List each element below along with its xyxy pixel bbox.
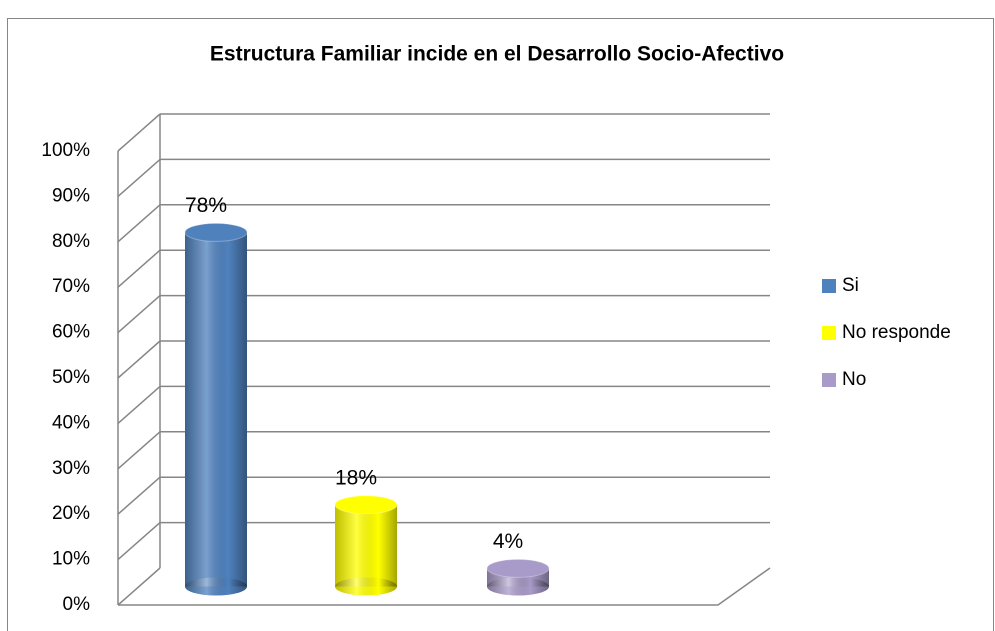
floor-edge (118, 567, 771, 606)
y-tick-label: 30% (52, 458, 90, 479)
bar-shade (487, 577, 549, 596)
grid-line (117, 476, 161, 515)
grid-line (117, 567, 161, 606)
bar-top (486, 558, 550, 578)
data-label: 18% (335, 466, 377, 489)
chart-title: Estructura Familiar incide en el Desarro… (210, 43, 784, 66)
y-tick-label: 60% (52, 322, 90, 343)
y-tick-label: 50% (52, 367, 90, 388)
y-tick-label: 80% (52, 231, 90, 252)
y-tick-label: 70% (52, 276, 90, 297)
grid-line (117, 158, 161, 197)
y-tick-label: 10% (52, 549, 90, 570)
y-tick-label: 0% (63, 594, 91, 615)
legend-label: No (842, 369, 866, 390)
grid-line (117, 340, 161, 379)
legend-swatch (822, 326, 836, 340)
y-tick-label: 90% (52, 185, 90, 206)
legend-label: Si (842, 275, 859, 296)
bar-top (184, 222, 248, 242)
y-tick-label: 100% (41, 140, 90, 161)
bar-top (334, 495, 398, 515)
grid-line (117, 522, 161, 561)
bar-shade (335, 577, 397, 596)
grid-line (117, 113, 161, 152)
grid-line (117, 249, 161, 288)
chart-frame (7, 18, 994, 631)
bar-shade (185, 232, 247, 587)
legend-label: No responde (842, 322, 951, 343)
y-tick-label: 40% (52, 412, 90, 433)
legend-swatch (822, 373, 836, 387)
grid-line (117, 385, 161, 424)
grid-line (117, 295, 161, 334)
bar-shade (335, 504, 397, 587)
grid-line (117, 431, 161, 470)
legend-swatch (822, 279, 836, 293)
bar-shade (185, 577, 247, 596)
data-label: 4% (493, 530, 523, 553)
y-tick-label: 20% (52, 503, 90, 524)
data-label: 78% (185, 194, 227, 217)
grid-line (117, 204, 161, 243)
